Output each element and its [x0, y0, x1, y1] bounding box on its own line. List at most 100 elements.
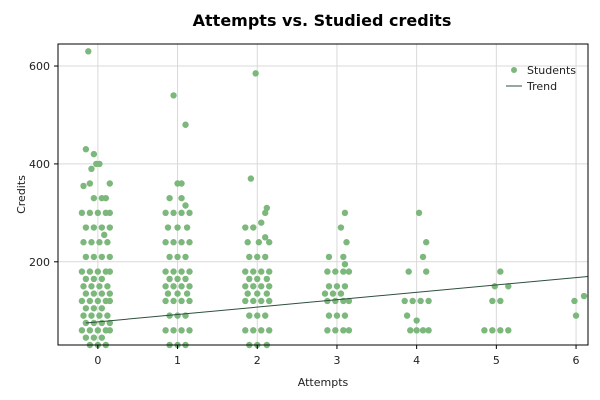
data-point [170, 92, 177, 99]
trend-layer [85, 275, 589, 324]
trend-line [85, 275, 589, 324]
data-point [106, 180, 114, 187]
data-point [263, 290, 271, 297]
data-point [254, 253, 261, 261]
x-tick-label: 3 [333, 354, 340, 367]
data-point [94, 268, 102, 275]
data-point [82, 334, 90, 341]
data-point [254, 290, 261, 297]
data-point [266, 327, 273, 334]
chart-title: Attempts vs. Studied credits [193, 11, 452, 30]
data-point [341, 312, 349, 319]
data-point [90, 194, 98, 202]
data-point [407, 327, 414, 334]
data-point [170, 268, 177, 275]
data-point [505, 283, 512, 290]
data-point [505, 327, 512, 334]
y-axis-label: Credits [15, 175, 28, 214]
data-point [345, 297, 353, 305]
data-point [86, 180, 94, 187]
data-point [174, 312, 181, 319]
x-ticks: 0 1 2 3 4 5 6 [94, 345, 580, 367]
data-point [88, 165, 95, 173]
data-point [162, 283, 169, 290]
data-point [258, 327, 265, 334]
data-point [78, 327, 86, 334]
data-point [98, 305, 106, 312]
data-point [94, 327, 102, 334]
data-point [263, 275, 271, 283]
data-point [413, 317, 420, 324]
x-tick-label: 1 [174, 354, 181, 367]
data-point [94, 297, 102, 305]
data-point [250, 297, 257, 305]
data-point [266, 239, 273, 246]
data-point [96, 239, 103, 246]
data-point [333, 283, 341, 290]
data-point [332, 268, 339, 275]
data-point [258, 297, 265, 305]
data-point [82, 146, 90, 153]
data-point [337, 290, 345, 297]
data-point [98, 253, 106, 261]
data-point [178, 297, 185, 305]
data-point [242, 297, 249, 305]
data-point [403, 312, 411, 319]
data-point [90, 224, 98, 231]
data-point [182, 202, 189, 209]
data-point [262, 312, 269, 319]
y-ticks: 200 400 600 [29, 60, 58, 269]
data-point [186, 239, 193, 246]
data-point [182, 275, 189, 283]
data-point [345, 268, 353, 275]
data-point [337, 224, 345, 231]
data-point [321, 290, 329, 297]
data-point [98, 224, 106, 231]
data-point [90, 305, 98, 312]
data-point [262, 234, 269, 241]
data-point [258, 268, 265, 275]
data-point [78, 297, 86, 305]
data-point [98, 290, 106, 297]
data-point [325, 312, 333, 319]
data-point [86, 297, 94, 305]
data-point [82, 275, 90, 283]
data-point [88, 239, 95, 246]
data-point [101, 231, 108, 239]
data-point [425, 297, 432, 305]
data-point [255, 239, 263, 246]
data-point [106, 297, 114, 305]
data-point [178, 209, 185, 217]
data-point [88, 312, 95, 319]
data-point [170, 209, 177, 217]
legend: Students Trend [506, 64, 576, 93]
y-tick-label: 600 [29, 60, 50, 73]
data-point [78, 209, 86, 217]
data-point [186, 283, 193, 290]
data-point [242, 283, 249, 290]
legend-trend-label: Trend [526, 80, 557, 93]
data-point [242, 268, 249, 275]
data-point [80, 312, 87, 319]
data-point [242, 224, 249, 231]
data-point [497, 297, 504, 305]
data-point [405, 268, 412, 275]
data-point [90, 275, 98, 283]
data-point [98, 275, 106, 283]
data-point [96, 160, 103, 168]
grid [58, 44, 588, 345]
data-point [104, 283, 111, 290]
data-point [90, 319, 98, 327]
data-point [106, 290, 114, 297]
data-point [162, 209, 169, 217]
x-tick-label: 2 [254, 354, 261, 367]
data-point [82, 253, 90, 261]
data-point [258, 219, 265, 226]
data-point [85, 48, 92, 55]
data-point [246, 275, 253, 283]
data-point [401, 297, 408, 305]
data-point [340, 268, 347, 275]
data-point [489, 327, 496, 334]
data-point [343, 239, 350, 246]
y-tick-label: 400 [29, 158, 50, 171]
